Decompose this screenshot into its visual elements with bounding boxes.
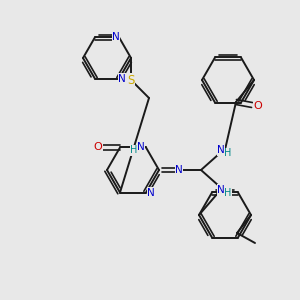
Text: S: S xyxy=(127,74,135,86)
Text: N: N xyxy=(217,185,225,195)
Text: H: H xyxy=(224,148,232,158)
Text: N: N xyxy=(118,74,126,84)
Text: N: N xyxy=(217,145,225,155)
Text: O: O xyxy=(94,142,102,152)
Text: N: N xyxy=(175,165,183,175)
Text: H: H xyxy=(130,146,138,155)
Text: N: N xyxy=(112,32,120,42)
Text: N: N xyxy=(147,188,155,197)
Text: O: O xyxy=(254,101,262,111)
Text: N: N xyxy=(137,142,145,152)
Text: H: H xyxy=(224,188,232,198)
